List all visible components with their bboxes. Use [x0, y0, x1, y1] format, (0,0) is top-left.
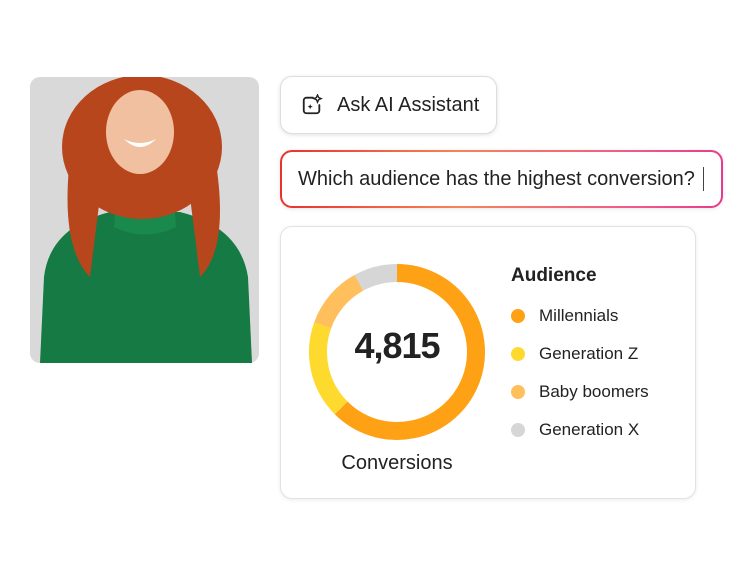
conversions-card: 4,815 Conversions Audience Millennials G…: [280, 226, 696, 499]
text-caret: [702, 167, 704, 191]
prompt-input[interactable]: Which audience has the highest conversio…: [280, 150, 723, 208]
donut-center-label: Conversions: [341, 452, 453, 474]
ai-sparkle-icon: [302, 94, 323, 115]
ask-ai-assistant-label: Ask AI Assistant: [337, 93, 480, 116]
legend-title: Audience: [511, 265, 597, 286]
legend-swatch: [511, 347, 525, 361]
donut-segment-generation-x: [354, 264, 398, 291]
donut-center-value: 4,815: [354, 325, 440, 366]
legend-item: Generation X: [511, 411, 649, 449]
legend-swatch: [511, 423, 525, 437]
donut-chart: [309, 264, 485, 440]
person-photo: [30, 75, 259, 363]
legend-label: Baby boomers: [539, 382, 649, 401]
legend-item: Generation Z: [511, 335, 649, 373]
prompt-input-value: Which audience has the highest conversio…: [298, 167, 695, 190]
legend-item: Millennials: [511, 297, 649, 335]
donut-segment-baby-boomers: [314, 274, 364, 329]
legend-item: Baby boomers: [511, 373, 649, 411]
legend-swatch: [511, 309, 525, 323]
legend-swatch: [511, 385, 525, 399]
person-illustration: [40, 75, 252, 363]
donut-segment-generation-z: [309, 322, 348, 415]
legend-label: Generation Z: [539, 344, 639, 363]
legend-label: Millennials: [539, 306, 619, 325]
legend: Audience Millennials Generation Z Baby b…: [511, 265, 649, 449]
donut-segment-millennials: [334, 264, 485, 440]
legend-label: Generation X: [539, 420, 640, 439]
ask-ai-assistant-button[interactable]: Ask AI Assistant: [280, 76, 497, 134]
